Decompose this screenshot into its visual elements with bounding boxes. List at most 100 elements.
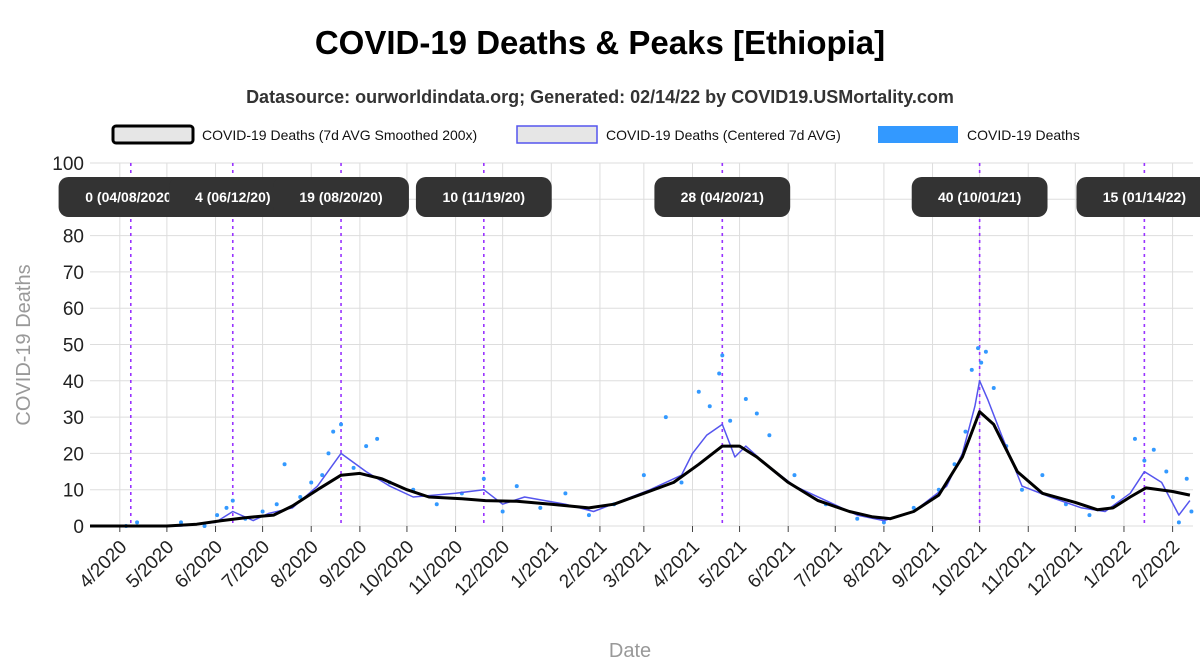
chart-title: COVID-19 Deaths & Peaks [Ethiopia] bbox=[315, 24, 885, 61]
data-point bbox=[331, 429, 336, 434]
x-tick-label: 5/2020 bbox=[122, 537, 178, 593]
data-point bbox=[179, 520, 184, 525]
x-tick-label: 6/2020 bbox=[171, 537, 227, 593]
daily-deaths-points bbox=[124, 346, 1194, 528]
peak-label: 4 (06/12/20) bbox=[195, 189, 271, 205]
data-point bbox=[1176, 520, 1181, 525]
peak-label: 0 (04/08/2020) bbox=[85, 189, 176, 205]
peak-label-box bbox=[169, 177, 297, 217]
data-point bbox=[754, 411, 759, 416]
peak-label: 15 (01/14/22) bbox=[1103, 189, 1186, 205]
avg7-line bbox=[90, 380, 1191, 527]
peak-label-box bbox=[1076, 177, 1200, 217]
x-axis-ticks: 4/20205/20206/20207/20208/20209/202010/2… bbox=[75, 526, 1184, 600]
data-point bbox=[969, 367, 974, 372]
legend-swatch-avg7 bbox=[516, 125, 598, 144]
x-tick-label: 1/2022 bbox=[1080, 537, 1136, 593]
peak-label: 40 (10/01/21) bbox=[938, 189, 1021, 205]
data-point bbox=[309, 480, 314, 485]
data-point bbox=[1132, 436, 1137, 441]
data-point bbox=[728, 418, 733, 423]
data-point bbox=[434, 502, 439, 507]
y-axis-label: COVID-19 Deaths bbox=[13, 264, 35, 425]
legend-label: COVID-19 Deaths (7d AVG Smoothed 200x) bbox=[202, 127, 477, 143]
data-point bbox=[481, 476, 486, 481]
data-point bbox=[720, 353, 725, 358]
peak-label-box bbox=[58, 177, 203, 217]
y-tick-label: 70 bbox=[63, 263, 84, 284]
x-tick-label: 8/2021 bbox=[839, 537, 895, 593]
y-tick-label: 100 bbox=[52, 154, 84, 175]
legend-swatch-smoothed bbox=[111, 124, 195, 145]
data-point bbox=[282, 462, 287, 467]
data-point bbox=[202, 524, 207, 528]
data-point bbox=[696, 389, 701, 394]
x-tick-label: 2/2021 bbox=[556, 537, 612, 593]
y-axis-ticks: 0102030405060708090100 bbox=[52, 154, 84, 538]
data-point bbox=[298, 494, 303, 499]
data-point bbox=[1151, 447, 1156, 452]
smoothed-line bbox=[90, 410, 1191, 528]
peak-label: 19 (08/20/20) bbox=[299, 189, 382, 205]
x-tick-label: 1/2021 bbox=[507, 537, 563, 593]
data-point bbox=[881, 520, 886, 525]
peak-label-box bbox=[273, 177, 409, 217]
data-point bbox=[979, 360, 984, 365]
data-point bbox=[500, 509, 505, 514]
data-point bbox=[991, 386, 996, 391]
y-tick-label: 20 bbox=[63, 444, 84, 465]
x-tick-label: 7/2020 bbox=[218, 537, 274, 593]
peak-labels: 0 (04/08/2020) 4 (06/12/20) 19 (08/20/20) 1… bbox=[58, 177, 1200, 217]
data-point bbox=[563, 491, 568, 496]
data-point bbox=[911, 505, 916, 510]
x-tick-label: 7/2021 bbox=[791, 537, 847, 593]
data-point bbox=[230, 498, 235, 503]
data-point bbox=[663, 415, 668, 420]
data-point bbox=[855, 516, 860, 521]
y-tick-label: 60 bbox=[63, 299, 84, 320]
peak-lines bbox=[129, 163, 1146, 526]
data-point bbox=[707, 404, 712, 409]
series-lines bbox=[90, 380, 1191, 528]
legend-swatch-points bbox=[878, 126, 958, 143]
y-tick-label: 50 bbox=[63, 336, 84, 357]
x-tick-label: 6/2021 bbox=[744, 537, 800, 593]
data-point bbox=[641, 473, 646, 478]
data-point bbox=[514, 484, 519, 489]
data-point bbox=[375, 436, 380, 441]
legend-label: COVID-19 Deaths bbox=[967, 127, 1080, 143]
y-tick-label: 30 bbox=[63, 408, 84, 429]
grid-lines bbox=[90, 162, 1193, 527]
data-point bbox=[983, 349, 988, 354]
data-point bbox=[320, 473, 325, 478]
data-point bbox=[1110, 494, 1115, 499]
y-tick-label: 0 bbox=[73, 517, 84, 538]
chart-subtitle: Datasource: ourworldindata.org; Generate… bbox=[246, 87, 954, 107]
data-point bbox=[1189, 509, 1194, 514]
x-tick-label: 8/2020 bbox=[267, 537, 323, 593]
peak-label-box bbox=[654, 177, 791, 217]
data-point bbox=[1087, 513, 1092, 518]
data-point bbox=[260, 509, 265, 514]
data-point bbox=[792, 473, 797, 478]
peak-label: 10 (11/19/20) bbox=[443, 189, 526, 205]
data-point bbox=[1040, 473, 1045, 478]
data-point bbox=[326, 451, 331, 456]
legend: COVID-19 Deaths (7d AVG Smoothed 200x) CO… bbox=[111, 124, 1080, 145]
data-point bbox=[274, 502, 279, 507]
legend-label: COVID-19 Deaths (Centered 7d AVG) bbox=[606, 127, 841, 143]
data-point bbox=[963, 429, 968, 434]
data-point bbox=[586, 513, 591, 518]
data-point bbox=[717, 371, 722, 376]
x-tick-label: 4/2020 bbox=[75, 537, 131, 593]
x-tick-label: 4/2021 bbox=[648, 537, 704, 593]
x-tick-label: 2/2022 bbox=[1128, 537, 1184, 593]
data-point bbox=[679, 480, 684, 485]
x-axis-label: Date bbox=[609, 640, 651, 662]
data-point bbox=[976, 346, 981, 351]
data-point bbox=[743, 396, 748, 401]
data-point bbox=[1142, 458, 1147, 463]
y-tick-label: 40 bbox=[63, 372, 84, 393]
data-point bbox=[215, 513, 220, 518]
y-tick-label: 80 bbox=[63, 227, 84, 248]
